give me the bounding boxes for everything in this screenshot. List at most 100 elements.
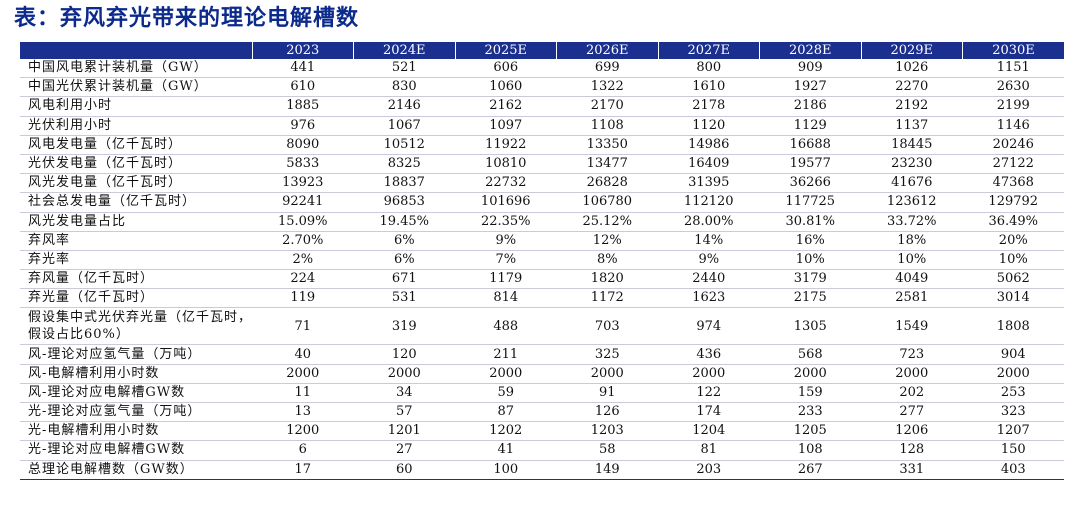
table-row: 风-电解槽利用小时数 2000 2000 2000 2000 2000 2000 2000 20… (20, 364, 1064, 384)
table-cell: 10% (962, 250, 1064, 271)
table-row: 弃风量（亿千瓦时） 224 671 1179 1820 2440 3179 4049 5062 (20, 269, 1064, 290)
table-cell: 325 (556, 344, 658, 365)
table-cell: 159 (759, 383, 861, 404)
table-row: 光伏发电量（亿千瓦时） 5833 8325 10810 13477 16409 19577 2… (20, 154, 1064, 175)
table-cell: 2175 (759, 288, 861, 309)
row-label: 风-理论对应氢气量（万吨） (20, 344, 252, 365)
table-cell: 18% (861, 231, 963, 251)
column-header: 2030E (962, 42, 1064, 59)
table-cell: 203 (658, 460, 760, 480)
table-row: 风电利用小时 1885 2146 2162 2170 2178 2186 2192 2199 (20, 96, 1064, 117)
table-cell: 5833 (252, 154, 354, 175)
table-cell: 1151 (962, 59, 1064, 79)
table-cell: 16% (759, 231, 861, 251)
column-header: 2024E (353, 42, 455, 59)
table-cell: 2146 (353, 96, 455, 117)
table-cell: 126 (556, 402, 658, 423)
table-cell: 436 (658, 344, 760, 365)
table-cell: 3179 (759, 269, 861, 290)
table-cell: 1322 (556, 77, 658, 98)
table-cell: 488 (455, 307, 557, 346)
table-cell: 2.70% (252, 231, 354, 251)
table-row: 社会总发电量（亿千瓦时） 92241 96853 101696 106780 112120… (20, 192, 1064, 213)
table-cell: 1305 (759, 307, 861, 346)
table-cell: 47368 (962, 173, 1064, 194)
table-cell: 81 (658, 440, 760, 461)
table-cell: 441 (252, 59, 354, 79)
table-cell: 91 (556, 383, 658, 404)
table-cell: 904 (962, 344, 1064, 365)
table-cell: 6 (252, 440, 354, 461)
table-cell: 6% (353, 250, 455, 271)
table-cell: 1206 (861, 421, 963, 442)
table-cell: 323 (962, 402, 1064, 423)
table-row: 弃风率 2.70% 6% 9% 12% 14% 16% 18% 20% (20, 231, 1064, 251)
table-cell: 1927 (759, 77, 861, 98)
row-label: 光-理论对应氢气量（万吨） (20, 402, 252, 423)
table-cell: 120 (353, 344, 455, 365)
table-cell: 2000 (759, 364, 861, 384)
table-cell: 27 (353, 440, 455, 461)
table-cell: 119 (252, 288, 354, 309)
row-label: 社会总发电量（亿千瓦时） (20, 192, 252, 213)
table-cell: 14986 (658, 135, 760, 155)
table-cell: 2000 (556, 364, 658, 384)
table-cell: 10512 (353, 135, 455, 155)
table-row: 弃光量（亿千瓦时） 119 531 814 1172 1623 2175 2581 3014 (20, 288, 1064, 309)
table-cell: 36266 (759, 173, 861, 194)
table-cell: 8090 (252, 135, 354, 155)
table-row: 光-理论对应氢气量（万吨） 13 57 87 126 174 233 277 323 (20, 402, 1064, 423)
table-cell: 703 (556, 307, 658, 346)
table-cell: 14% (658, 231, 760, 251)
table-cell: 129792 (962, 192, 1064, 213)
table-cell: 202 (861, 383, 963, 404)
table-cell: 1808 (962, 307, 1064, 346)
table-cell: 31395 (658, 173, 760, 194)
table-cell: 830 (353, 77, 455, 98)
table-cell: 2000 (962, 364, 1064, 384)
table-cell: 22732 (455, 173, 557, 194)
table-cell: 331 (861, 460, 963, 480)
table-cell: 974 (658, 307, 760, 346)
table-cell: 1146 (962, 116, 1064, 136)
table-row: 弃光率 2% 6% 7% 8% 9% 10% 10% 10% (20, 250, 1064, 271)
table-cell: 57 (353, 402, 455, 423)
table-cell: 34 (353, 383, 455, 404)
table-cell: 1205 (759, 421, 861, 442)
table-cell: 3014 (962, 288, 1064, 309)
table-cell: 27122 (962, 154, 1064, 175)
table-cell: 1137 (861, 116, 963, 136)
table-cell: 800 (658, 59, 760, 79)
table-cell: 568 (759, 344, 861, 365)
table-cell: 117725 (759, 192, 861, 213)
table-cell: 87 (455, 402, 557, 423)
table-row: 风光发电量（亿千瓦时） 13923 18837 22732 26828 31395 3626… (20, 173, 1064, 194)
table-body: 中国风电累计装机量（GW） 441 521 606 699 800 909 1026 1151 中… (20, 59, 1064, 480)
table-cell: 33.72% (861, 212, 963, 232)
table-cell: 699 (556, 59, 658, 79)
table-cell: 19.45% (353, 212, 455, 232)
table-cell: 28.00% (658, 212, 760, 232)
table-row: 风电发电量（亿千瓦时） 8090 10512 11922 13350 14986 16688… (20, 135, 1064, 155)
table-cell: 277 (861, 402, 963, 423)
table-cell: 521 (353, 59, 455, 79)
table-cell: 233 (759, 402, 861, 423)
table-cell: 23230 (861, 154, 963, 175)
table-row: 风-理论对应氢气量（万吨） 40 120 211 325 436 568 723 904 (20, 344, 1064, 365)
table-cell: 18837 (353, 173, 455, 194)
row-label: 弃风率 (20, 231, 252, 251)
table-cell: 10% (861, 250, 963, 271)
table-cell: 1202 (455, 421, 557, 442)
header-row: 2023 2024E 2025E 2026E 2027E 2028E 2029E… (20, 42, 1064, 59)
table-cell: 1097 (455, 116, 557, 136)
table-cell: 814 (455, 288, 557, 309)
table-cell: 41 (455, 440, 557, 461)
row-label: 风光发电量占比 (20, 212, 252, 232)
table-cell: 7% (455, 250, 557, 271)
table-row: 光-理论对应电解槽GW数 6 27 41 58 81 108 128 150 (20, 440, 1064, 461)
table-cell: 26828 (556, 173, 658, 194)
table-cell: 149 (556, 460, 658, 480)
table-cell: 1179 (455, 269, 557, 290)
table-cell: 2000 (455, 364, 557, 384)
row-label: 中国风电累计装机量（GW） (20, 59, 252, 79)
